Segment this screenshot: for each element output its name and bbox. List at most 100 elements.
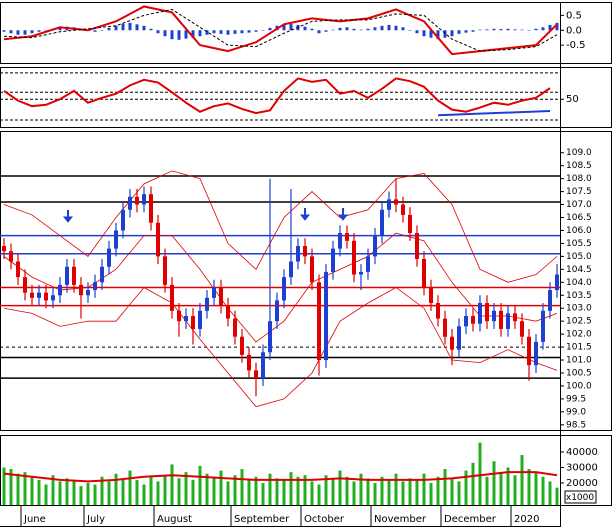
volume-bar bbox=[275, 478, 279, 505]
volume-bar bbox=[2, 467, 6, 505]
volume-bar bbox=[513, 475, 517, 505]
volume-bar bbox=[156, 481, 160, 505]
candle-body bbox=[9, 251, 13, 262]
indicator-line bbox=[3, 5, 558, 56]
x-tick-label: 2020 bbox=[514, 514, 539, 525]
candle-body bbox=[191, 315, 195, 329]
candle-body bbox=[506, 313, 510, 329]
candle-body bbox=[149, 194, 153, 223]
volume-bar bbox=[373, 482, 377, 505]
candle-body bbox=[198, 310, 202, 329]
bollinger-band bbox=[3, 170, 558, 283]
candle-body bbox=[107, 248, 111, 267]
histogram-bar bbox=[555, 22, 559, 31]
histogram-bar bbox=[324, 30, 328, 32]
volume-bar bbox=[422, 473, 426, 505]
candle-body bbox=[471, 315, 475, 324]
candle-body bbox=[268, 321, 272, 353]
volume-bar bbox=[254, 476, 258, 505]
candle-body bbox=[65, 266, 69, 285]
candle-body bbox=[163, 256, 167, 285]
y-tick-label: 0.5 bbox=[566, 10, 582, 21]
candle-body bbox=[548, 290, 552, 311]
candle-body bbox=[520, 321, 524, 337]
histogram-bar bbox=[429, 30, 433, 38]
candle-body bbox=[429, 287, 433, 304]
volume-bar bbox=[492, 461, 496, 505]
volume-bar bbox=[23, 472, 27, 505]
histogram-bar bbox=[527, 30, 531, 31]
volume-bar bbox=[268, 473, 272, 505]
candle-body bbox=[121, 209, 125, 231]
histogram-bar bbox=[394, 25, 398, 31]
bollinger-band bbox=[3, 286, 558, 408]
volume-bar bbox=[128, 470, 132, 505]
volume-bar bbox=[352, 481, 356, 505]
histogram-bar bbox=[499, 29, 503, 31]
candle-body bbox=[387, 199, 391, 210]
y-tick-label: 100.0 bbox=[566, 381, 592, 391]
panel-plot bbox=[0, 72, 560, 121]
candle-body bbox=[51, 295, 55, 301]
y-tick-label: 108.0 bbox=[566, 174, 592, 184]
y-tick-label: 101.0 bbox=[566, 356, 592, 366]
candle-body bbox=[226, 305, 230, 319]
candle-body bbox=[303, 246, 307, 257]
volume-bar bbox=[233, 475, 237, 505]
volume-bar bbox=[107, 481, 111, 505]
candle-body bbox=[261, 352, 265, 379]
volume-bar bbox=[72, 479, 76, 505]
volume-bar bbox=[345, 476, 349, 505]
histogram-bar bbox=[303, 26, 307, 31]
histogram-bar bbox=[380, 25, 384, 31]
volume-bar bbox=[142, 484, 146, 505]
histogram-bar bbox=[100, 30, 104, 31]
candle-body bbox=[436, 303, 440, 319]
volume-bar bbox=[226, 481, 230, 505]
histogram-bar bbox=[191, 30, 195, 38]
candle-body bbox=[44, 292, 48, 301]
histogram-bar bbox=[205, 30, 209, 35]
histogram-bar bbox=[37, 30, 41, 32]
volume-bar bbox=[114, 473, 118, 505]
histogram-bar bbox=[163, 30, 167, 37]
volume-bar bbox=[415, 479, 419, 505]
candle-body bbox=[100, 266, 104, 283]
volume-bar bbox=[555, 487, 559, 505]
candle-body bbox=[233, 318, 237, 337]
volume-bar bbox=[65, 478, 69, 505]
volume-bar bbox=[450, 478, 454, 505]
histogram-bar bbox=[520, 29, 524, 31]
histogram-bar bbox=[23, 30, 27, 35]
y-tick-label: 104.5 bbox=[566, 265, 592, 275]
histogram-bar bbox=[289, 23, 293, 31]
candle-body bbox=[443, 318, 447, 337]
volume-bar bbox=[324, 475, 328, 505]
signal-arrows bbox=[62, 208, 349, 223]
volume-bar bbox=[79, 486, 83, 505]
volume-bar bbox=[471, 462, 475, 505]
volume-bar bbox=[30, 476, 34, 505]
candle-body bbox=[415, 233, 419, 259]
volume-bar bbox=[58, 481, 62, 505]
histogram-bar bbox=[261, 30, 265, 31]
volume-bar bbox=[44, 484, 48, 505]
rsi-line bbox=[3, 77, 551, 115]
candle-body bbox=[513, 313, 517, 322]
histogram-bar bbox=[471, 30, 475, 32]
candle-body bbox=[317, 282, 321, 361]
volume-bar bbox=[191, 479, 195, 505]
candle-body bbox=[422, 258, 426, 288]
y-tick-label: 106.0 bbox=[566, 226, 592, 236]
x-tick-label: July bbox=[86, 514, 105, 525]
candle-body bbox=[135, 196, 139, 205]
histogram-bar bbox=[268, 27, 272, 31]
y-tick-label: -0.5 bbox=[566, 40, 586, 51]
candle-body bbox=[464, 315, 468, 327]
volume-bar bbox=[401, 481, 405, 505]
x-tick-label: December bbox=[444, 514, 497, 525]
histogram-bar bbox=[541, 27, 545, 31]
volume-bar bbox=[464, 470, 468, 505]
candle-body bbox=[282, 277, 286, 301]
